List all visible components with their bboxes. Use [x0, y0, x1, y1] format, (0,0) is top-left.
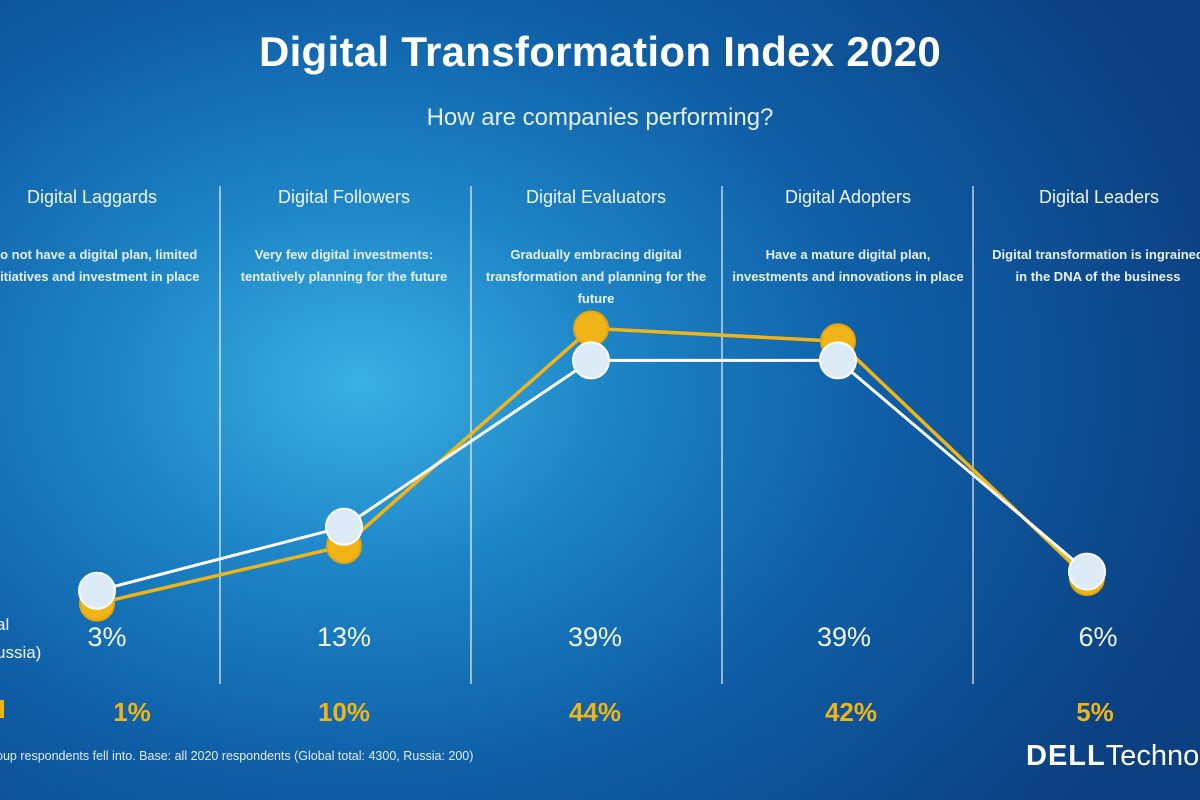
footnote: oup respondents fell into. Base: all 202…	[0, 749, 474, 763]
column-description-evaluators: Gradually embracing digital transformati…	[485, 247, 707, 306]
chart-subtitle: How are companies performing?	[426, 104, 774, 131]
value-label-russia-adopters: 42%	[824, 697, 878, 727]
value-label-global-laggards: 3%	[87, 622, 127, 652]
data-point-global-4	[819, 341, 857, 380]
value-label-global-evaluators: 39%	[567, 622, 623, 652]
column-divider	[721, 186, 723, 684]
chart-title: Digital Transformation Index 2020	[258, 28, 942, 75]
column-title-laggards: Digital Laggards	[26, 187, 158, 207]
data-point-global-2	[325, 507, 363, 546]
dell-technologies-logo: DELLTechno	[1026, 740, 1199, 773]
value-label-russia-laggards: 1%	[113, 697, 151, 727]
logo-suffix: Techno	[1105, 740, 1200, 772]
value-label-russia-followers: 10%	[317, 697, 371, 727]
column-title-adopters: Digital Adopters	[784, 187, 912, 207]
column-description-leaders: Digital transformation is ingrained in t…	[992, 247, 1200, 284]
data-point-global-3	[572, 341, 610, 380]
column-title-followers: Digital Followers	[277, 187, 411, 207]
data-point-russia-3	[573, 310, 609, 347]
legend-russia-marker	[0, 700, 4, 718]
value-label-global-followers: 13%	[316, 622, 372, 652]
column-divider	[972, 186, 974, 684]
value-label-russia-evaluators: 44%	[568, 697, 622, 727]
logo-brand: DELL	[1026, 740, 1106, 772]
column-description-adopters: Have a mature digital plan, investments …	[732, 247, 964, 284]
legend-global-label: al ussia)	[0, 615, 42, 662]
column-title-leaders: Digital Leaders	[1038, 187, 1160, 207]
data-point-global-1	[78, 571, 116, 610]
series-line-global	[96, 358, 1088, 593]
value-label-global-adopters: 39%	[816, 622, 872, 652]
column-divider	[219, 186, 221, 684]
column-description-followers: Very few digital investments: tentativel…	[240, 247, 448, 284]
column-description-laggards: Do not have a digital plan, limited init…	[0, 247, 200, 284]
value-label-russia-leaders: 5%	[1076, 697, 1114, 727]
data-point-global-5	[1068, 552, 1106, 591]
value-label-global-leaders: 6%	[1078, 622, 1118, 652]
column-title-evaluators: Digital Evaluators	[525, 187, 667, 207]
